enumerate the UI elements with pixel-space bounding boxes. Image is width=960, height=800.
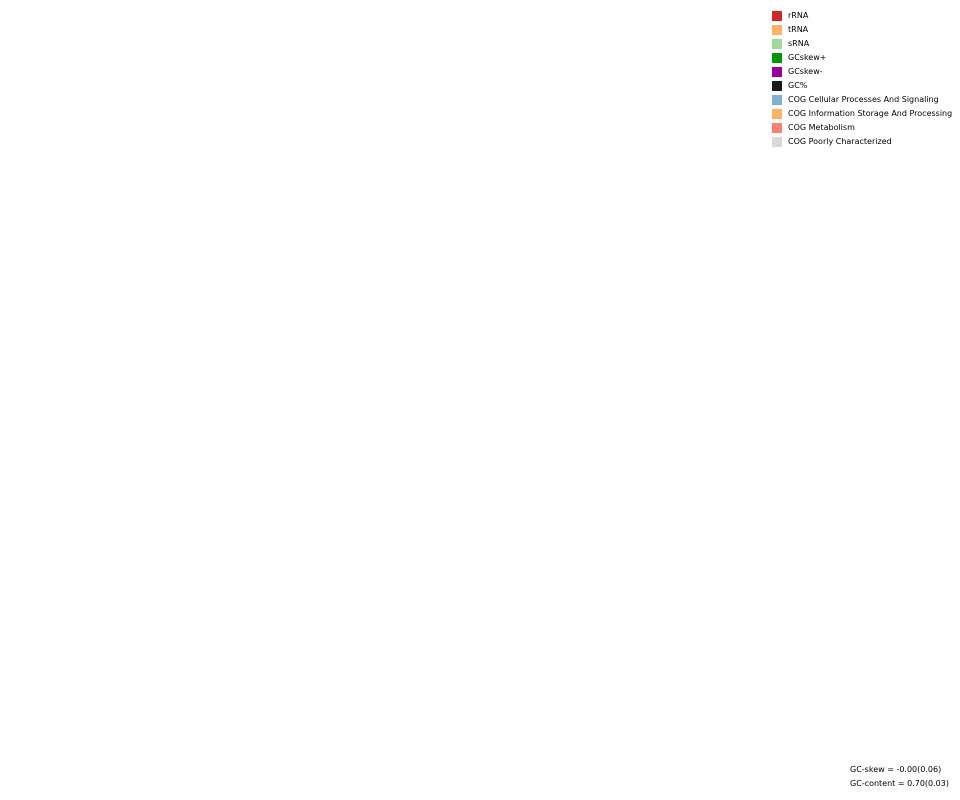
legend-item: GCskew-: [772, 65, 952, 79]
legend-item: COG Information Storage And Processing: [772, 107, 952, 121]
legend-swatch: [772, 123, 782, 133]
legend-swatch: [772, 67, 782, 77]
legend-label: COG Cellular Processes And Signaling: [788, 95, 939, 104]
legend-swatch: [772, 39, 782, 49]
legend-item: COG Cellular Processes And Signaling: [772, 93, 952, 107]
legend-label: rRNA: [788, 11, 809, 20]
legend-swatch: [772, 109, 782, 119]
stats-panel: GC-skew = -0.00(0.06) GC-content = 0.70(…: [850, 765, 949, 793]
legend: rRNA tRNA sRNA GCskew+ GCskew- GC% COG Cellula…: [772, 9, 952, 149]
legend-label: sRNA: [788, 39, 810, 48]
legend-item: COG Metabolism: [772, 121, 952, 135]
legend-label: COG Metabolism: [788, 123, 855, 132]
legend-label: GCskew-: [788, 67, 823, 76]
legend-swatch: [772, 95, 782, 105]
gc-skew-stat: GC-skew = -0.00(0.06): [850, 765, 942, 774]
legend-swatch: [772, 81, 782, 91]
legend-item: rRNA: [772, 9, 952, 23]
legend-label: COG Poorly Characterized: [788, 137, 892, 146]
legend-label: COG Information Storage And Processing: [788, 109, 953, 118]
legend-item: sRNA: [772, 37, 952, 51]
legend-label: GCskew+: [788, 53, 827, 62]
legend-item: GCskew+: [772, 51, 952, 65]
legend-swatch: [772, 137, 782, 147]
gc-content-stat: GC-content = 0.70(0.03): [850, 779, 949, 788]
legend-swatch: [772, 11, 782, 21]
legend-swatch: [772, 25, 782, 35]
legend-label: tRNA: [788, 25, 809, 34]
legend-item: COG Poorly Characterized: [772, 135, 952, 149]
legend-item: tRNA: [772, 23, 952, 37]
legend-item: GC%: [772, 79, 952, 93]
legend-label: GC%: [788, 81, 808, 90]
legend-swatch: [772, 53, 782, 63]
